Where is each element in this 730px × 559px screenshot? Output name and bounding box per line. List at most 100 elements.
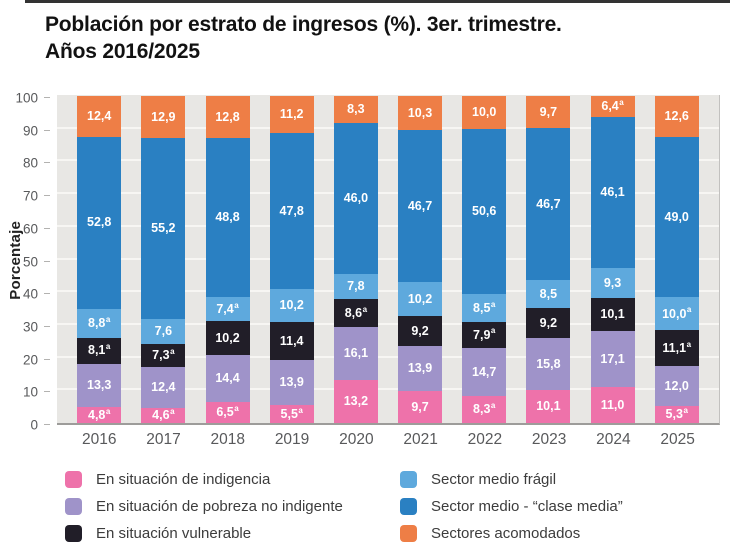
bar-segment: 7,8 xyxy=(333,273,378,300)
y-tick-label-20: 20 xyxy=(22,352,38,368)
bar-segment: 8,1a xyxy=(77,337,122,364)
gridline-70 xyxy=(57,192,719,195)
bar-segment: 10,2 xyxy=(269,288,314,323)
bar-2025: 5,3a 12,0 11,1a 10,0a 49,0 12,6 xyxy=(654,96,699,423)
bar-segment: 11,4 xyxy=(269,322,314,360)
bar-2017: 4,6a 12,4 7,3a 7,6 55,2 12,9 xyxy=(141,96,186,423)
y-tick-label-40: 40 xyxy=(22,286,38,302)
segment-value-label: 10,2 xyxy=(215,330,240,345)
segment-value-label: 49,0 xyxy=(664,210,689,225)
segment-value-label: 14,7 xyxy=(472,364,497,379)
segment-value-label: 46,1 xyxy=(600,185,625,200)
y-tick-label-70: 70 xyxy=(22,188,38,204)
bar-segment: 5,5a xyxy=(269,405,314,423)
segment-value-label: 10,2 xyxy=(407,291,433,306)
bar-segment: 7,3a xyxy=(141,343,186,368)
legend-swatch xyxy=(400,498,417,515)
bar-segment: 13,3 xyxy=(77,363,122,408)
y-tick-label-90: 90 xyxy=(22,123,38,139)
legend-swatch xyxy=(65,525,82,542)
segment-value-label: 46,0 xyxy=(343,191,369,206)
segment-value-label: 7,6 xyxy=(154,323,173,338)
top-border-strip xyxy=(25,0,730,3)
segment-value-label: 11,0 xyxy=(600,397,625,412)
bar-segment: 47,8 xyxy=(269,132,314,289)
legend-swatch xyxy=(400,525,417,542)
segment-value-label: 11,1a xyxy=(662,339,692,356)
bar-segment: 9,2 xyxy=(526,308,571,339)
bar-segment: 8,5 xyxy=(526,280,571,309)
bar-segment: 8,8a xyxy=(77,308,122,338)
segment-value-label: 9,7 xyxy=(539,104,558,119)
bar-segment: 49,0 xyxy=(654,137,699,298)
legend-label: En situación vulnerable xyxy=(96,525,252,542)
y-tick-mark xyxy=(44,424,50,425)
bar-segment: 12,4 xyxy=(77,96,122,137)
segment-value-label: 8,3 xyxy=(347,102,365,117)
bar-segment: 14,4 xyxy=(205,354,250,402)
plot-area: 4,8a 13,3 8,1a 8,8a 52,8 12,4 4,6a 12,4 7,3a 7,6 5… xyxy=(57,95,720,425)
segment-value-label: 10,1 xyxy=(536,399,561,414)
bar-segment: 4,8a xyxy=(77,407,122,423)
segment-value-label: 13,2 xyxy=(343,394,369,409)
legend-column-left: En situación de indigencia En situación d… xyxy=(65,466,400,547)
gridline-80 xyxy=(57,159,719,162)
segment-value-label: 7,3a xyxy=(152,347,175,363)
bar-segment: 46,1 xyxy=(590,116,635,268)
bar-segment: 8,3 xyxy=(333,96,378,124)
segment-value-label: 13,9 xyxy=(407,361,433,376)
chart-title-line-1: Población por estrato de ingresos (%). 3… xyxy=(45,13,562,36)
segment-value-label: 12,9 xyxy=(151,109,176,124)
x-tick-label-2020: 2020 xyxy=(339,431,374,448)
segment-value-label: 12,6 xyxy=(664,109,689,124)
bar-segment: 10,1 xyxy=(590,298,635,332)
bar-segment: 10,2 xyxy=(205,321,250,355)
segment-value-label: 55,2 xyxy=(151,221,176,236)
bar-segment: 13,2 xyxy=(333,379,378,423)
segment-value-label: 7,4a xyxy=(216,300,239,317)
x-axis-labels: 2016 2017 2018 2019 2020 2021 2022 2023 2024 2025 xyxy=(57,431,720,449)
bars-container: 4,8a 13,3 8,1a 8,8a 52,8 12,4 4,6a 12,4 7,3a 7,6 5… xyxy=(57,96,719,423)
gridline-40 xyxy=(57,290,719,293)
segment-value-label: 46,7 xyxy=(407,198,433,213)
segment-value-label: 7,9a xyxy=(473,326,496,342)
bar-segment: 9,7 xyxy=(526,96,571,128)
segment-value-label: 52,8 xyxy=(87,215,112,230)
bar-segment: 17,1 xyxy=(590,331,635,388)
segment-value-label: 14,4 xyxy=(215,371,240,386)
legend-label: Sectores acomodados xyxy=(431,525,581,542)
segment-value-label: 9,2 xyxy=(539,316,558,331)
segment-value-label: 5,3a xyxy=(665,405,688,422)
bar-segment: 16,1 xyxy=(333,327,378,380)
bar-segment: 9,3 xyxy=(590,267,635,299)
legend-column-right: Sector medio frágil Sector medio - “clase… xyxy=(400,466,715,547)
x-tick-label-2025: 2025 xyxy=(660,431,695,448)
bar-segment: 12,4 xyxy=(141,367,186,408)
segment-value-label: 5,5a xyxy=(280,405,303,421)
bar-segment: 7,9a xyxy=(462,321,507,348)
gridline-10 xyxy=(57,388,719,391)
x-tick-label-2024: 2024 xyxy=(596,431,631,448)
bar-segment: 8,5a xyxy=(462,294,507,322)
segment-value-label: 8,5 xyxy=(539,287,558,302)
chart-title: Población por estrato de ingresos (%). 3… xyxy=(45,11,715,66)
y-tick-mark xyxy=(44,129,50,131)
bar-segment: 12,6 xyxy=(654,96,699,138)
segment-value-label: 17,1 xyxy=(600,351,625,366)
x-tick-label-2016: 2016 xyxy=(82,431,117,448)
bar-segment: 10,1 xyxy=(526,389,571,423)
bar-segment: 10,3 xyxy=(398,96,443,130)
segment-value-label: 10,2 xyxy=(279,298,304,313)
bar-segment: 48,8 xyxy=(205,137,250,298)
y-tick-label-60: 60 xyxy=(22,221,38,237)
segment-value-label: 4,6a xyxy=(152,407,175,423)
bar-segment: 11,2 xyxy=(269,96,314,133)
bar-segment: 52,8 xyxy=(77,136,122,309)
legend-item: Sector medio - “clase media” xyxy=(400,493,715,520)
legend-label: Sector medio frágil xyxy=(431,471,557,488)
y-tick-mark xyxy=(44,97,50,98)
legend-item: Sector medio frágil xyxy=(400,466,715,493)
segment-value-label: 10,0 xyxy=(472,105,497,120)
y-tick-label-0: 0 xyxy=(30,417,38,433)
legend-swatch xyxy=(65,471,82,488)
